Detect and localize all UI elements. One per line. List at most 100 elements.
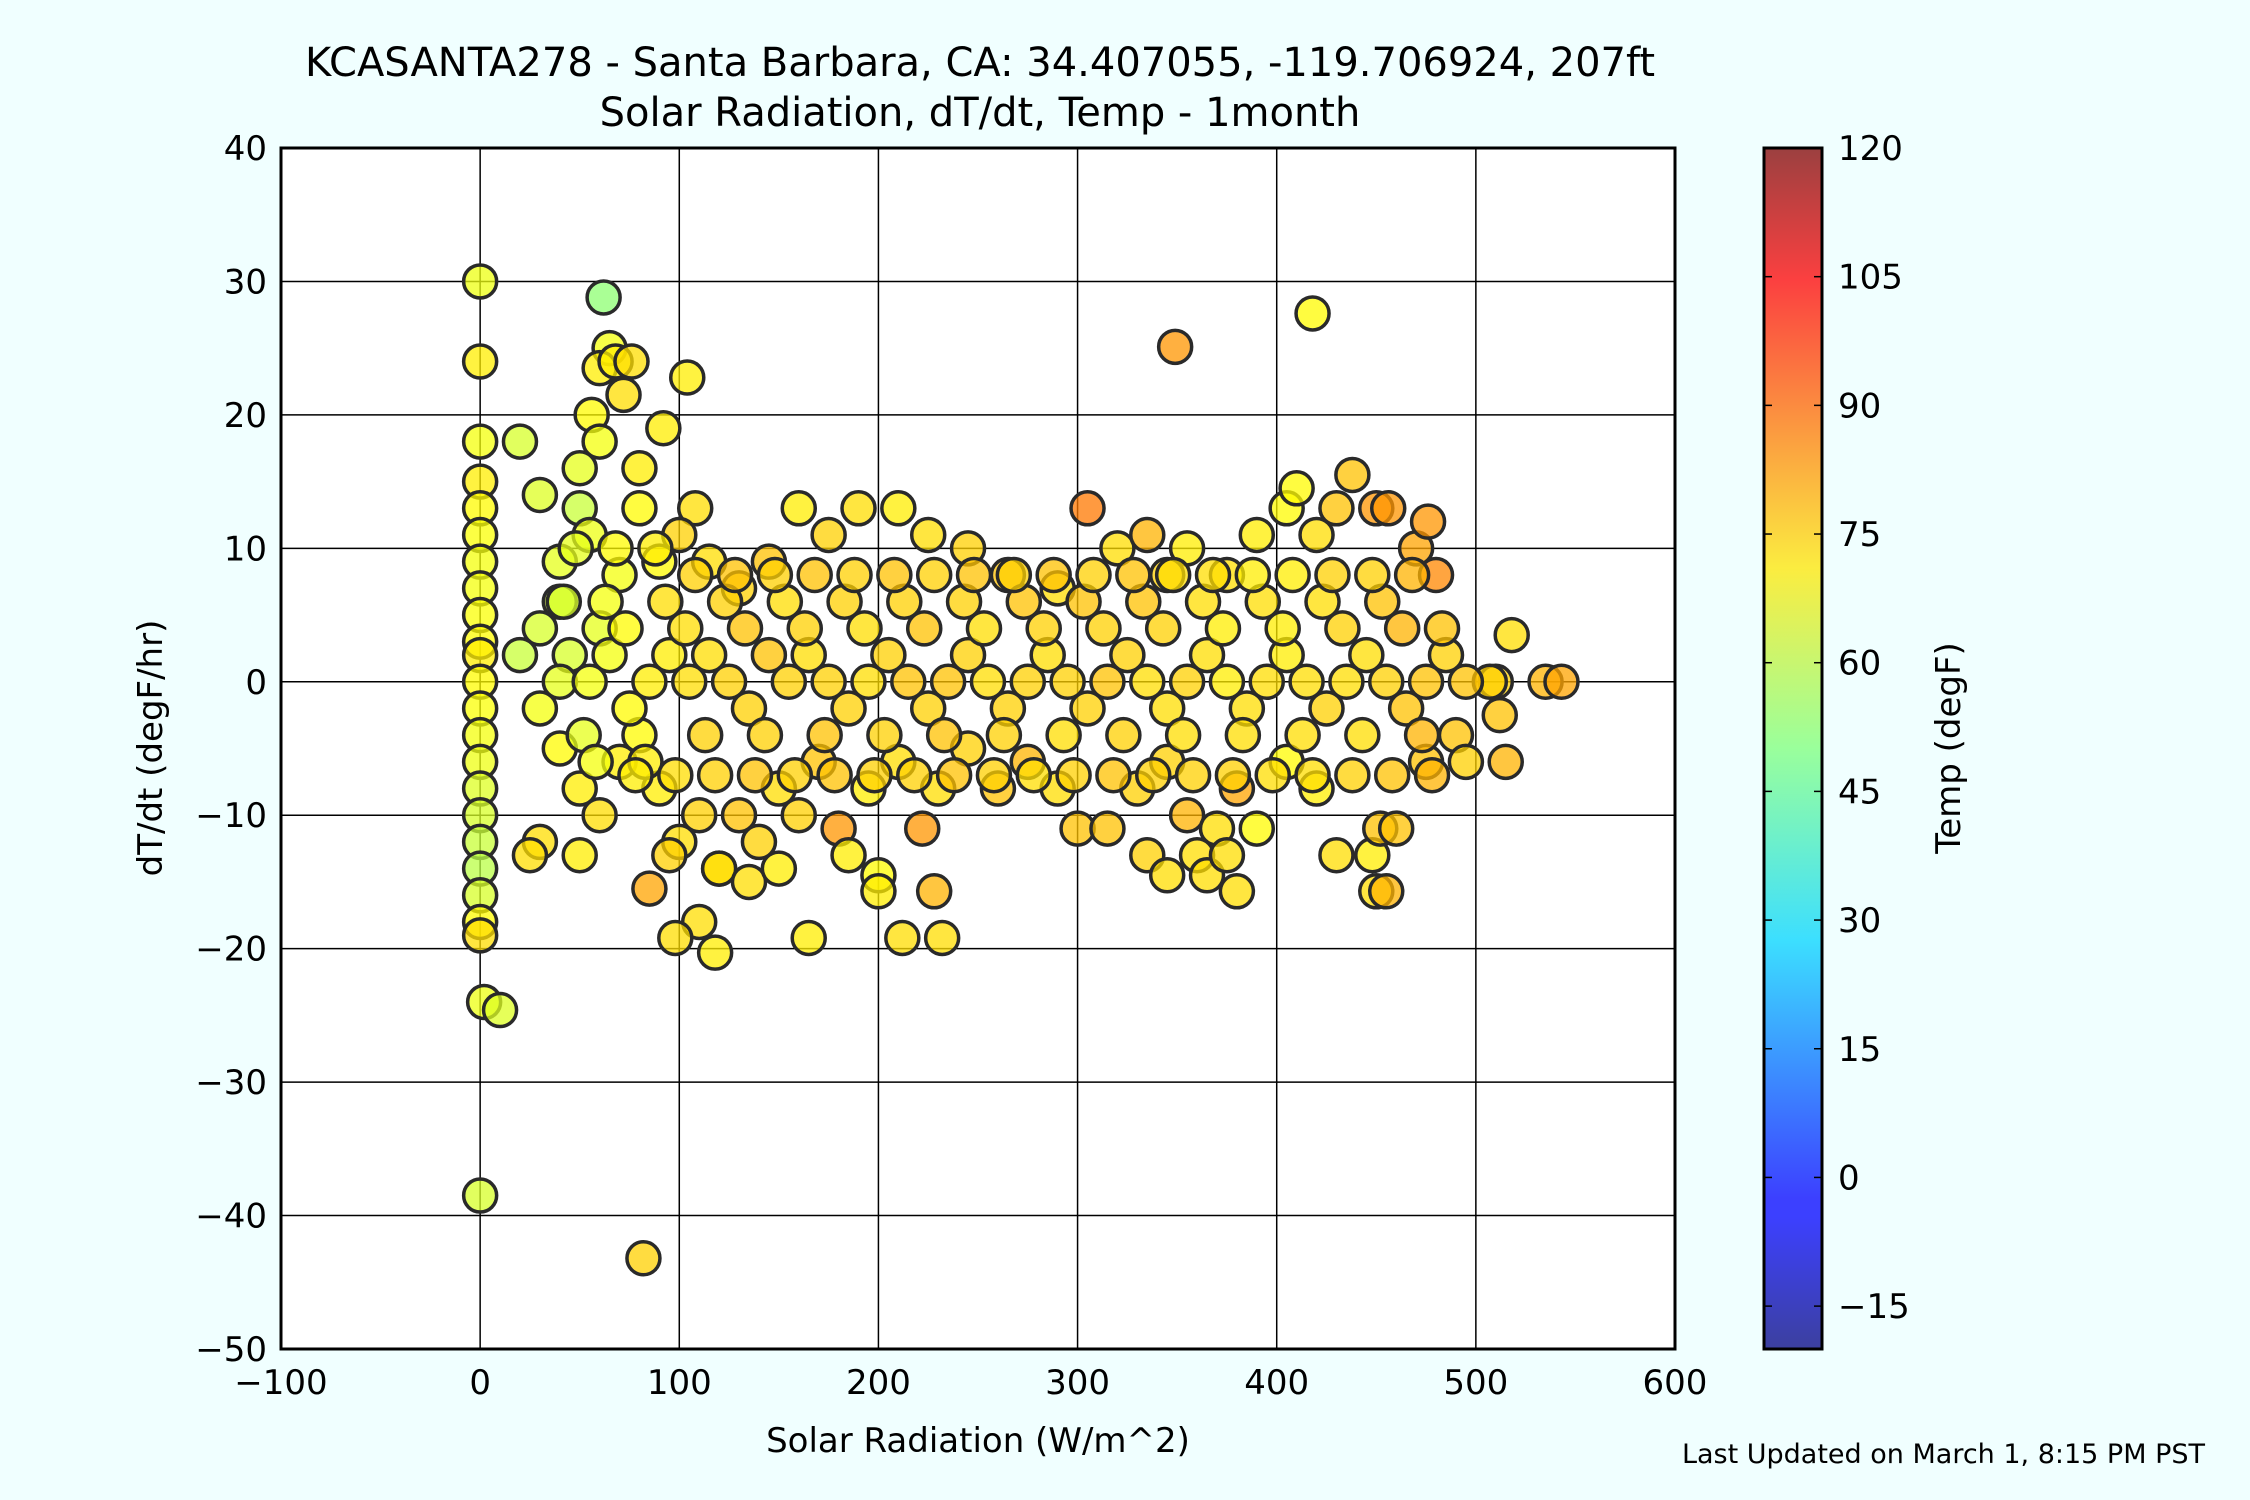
x-axis-ticks: −100 0 100 200 300 400 500 600 (234, 1363, 1707, 1403)
data-point (780, 490, 818, 527)
data-point (840, 490, 877, 527)
x-tick-label: 100 (647, 1363, 712, 1403)
x-tick-label: 0 (469, 1363, 491, 1403)
data-point (896, 756, 933, 794)
y-tick-label: 10 (224, 529, 267, 569)
data-point (1035, 556, 1072, 594)
data-point (780, 796, 818, 834)
data-point (1387, 690, 1425, 727)
y-axis-label: dT/dt (degF/hr) (131, 620, 171, 877)
data-point (1487, 743, 1524, 781)
x-tick-label: 600 (1643, 1363, 1708, 1403)
data-point (876, 556, 913, 594)
data-point (1134, 756, 1172, 794)
data-point (816, 756, 853, 794)
colorbar-tick-label: 15 (1838, 1030, 1881, 1070)
data-point (461, 263, 499, 300)
data-point (750, 636, 788, 674)
data-point (949, 636, 987, 674)
data-point (637, 530, 674, 567)
data-point (925, 716, 963, 754)
data-point (680, 796, 718, 834)
colorbar-tick-label: 105 (1838, 258, 1903, 298)
y-tick-label: −20 (195, 930, 267, 970)
data-point (676, 556, 714, 594)
colorbar-ticks: −15 0 15 30 45 60 75 90 105 120 (1764, 129, 1910, 1327)
data-point (1393, 556, 1431, 594)
data-point (1148, 690, 1186, 727)
data-point (700, 850, 738, 887)
data-point (1069, 690, 1106, 727)
colorbar-label: Temp (degF) (1929, 642, 1969, 855)
y-tick-label: 20 (224, 396, 267, 436)
data-point (796, 556, 833, 594)
x-tick-label: 300 (1045, 1363, 1110, 1403)
data-point (1298, 516, 1335, 554)
y-tick-label: −40 (195, 1197, 267, 1237)
x-tick-label: −100 (234, 1363, 327, 1403)
data-point (669, 359, 706, 396)
data-point (1403, 716, 1441, 754)
data-point (1284, 716, 1321, 754)
data-point (1099, 530, 1136, 567)
colorbar-tick-label: 45 (1838, 772, 1881, 812)
data-point (903, 810, 941, 847)
data-point (461, 1177, 499, 1214)
data-point (1194, 556, 1232, 594)
y-tick-label: 30 (224, 262, 267, 302)
y-tick-label: 0 (245, 663, 267, 703)
data-point (1288, 663, 1325, 701)
data-point (1274, 556, 1311, 594)
data-point (830, 690, 867, 727)
data-point (776, 756, 814, 794)
data-point (1089, 663, 1126, 701)
data-point (915, 556, 953, 594)
data-point (1278, 470, 1315, 507)
y-tick-label: −30 (195, 1063, 267, 1103)
data-point (965, 610, 1003, 647)
colorbar-tick-label: 30 (1838, 901, 1881, 941)
data-point (985, 716, 1023, 754)
x-tick-label: 400 (1244, 1363, 1309, 1403)
data-point (909, 690, 947, 727)
data-point (557, 530, 594, 567)
data-point (545, 583, 583, 620)
data-point (1383, 610, 1421, 647)
data-point (736, 756, 774, 794)
data-point (461, 917, 499, 954)
data-point (923, 919, 961, 957)
data-point (461, 343, 499, 380)
data-point (645, 409, 682, 447)
data-point (605, 376, 642, 414)
data-point (860, 873, 897, 910)
colorbar-tick-label: −15 (1838, 1287, 1910, 1327)
data-point (866, 716, 903, 754)
data-point (1348, 636, 1385, 674)
data-point (730, 863, 768, 901)
data-point (1095, 756, 1132, 794)
data-point (1208, 837, 1246, 874)
data-point (1168, 663, 1206, 701)
data-point (1481, 696, 1519, 734)
data-point (1423, 610, 1461, 647)
data-point (1168, 796, 1206, 834)
data-point (690, 636, 728, 674)
data-point (884, 919, 921, 957)
data-point (1318, 837, 1355, 874)
data-point (561, 770, 598, 807)
data-point (726, 610, 764, 647)
last-updated-text: Last Updated on March 1, 8:15 PM PST (1682, 1439, 2206, 1470)
data-point (581, 423, 618, 460)
data-point (667, 610, 704, 647)
data-point (1015, 756, 1053, 794)
data-point (1055, 756, 1092, 794)
data-point (1318, 490, 1355, 527)
data-point (521, 476, 559, 514)
data-point (870, 636, 907, 674)
data-point (1214, 756, 1252, 794)
data-point (1308, 690, 1345, 727)
data-point (760, 850, 798, 887)
data-point (676, 490, 714, 527)
data-point (1059, 810, 1096, 847)
colorbar-tick-label: 120 (1838, 129, 1903, 169)
